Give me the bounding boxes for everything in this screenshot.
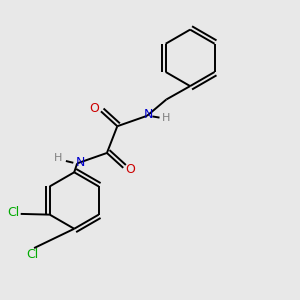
Text: O: O — [126, 163, 136, 176]
Text: H: H — [162, 113, 170, 123]
Text: O: O — [89, 103, 99, 116]
Text: Cl: Cl — [26, 248, 39, 260]
Text: Cl: Cl — [7, 206, 20, 219]
Text: N: N — [76, 156, 85, 169]
Text: N: N — [144, 108, 153, 121]
Text: H: H — [54, 153, 62, 163]
